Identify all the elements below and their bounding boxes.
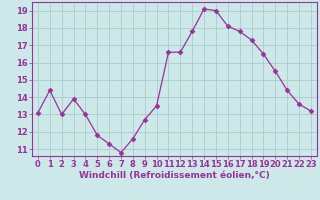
X-axis label: Windchill (Refroidissement éolien,°C): Windchill (Refroidissement éolien,°C) — [79, 171, 270, 180]
